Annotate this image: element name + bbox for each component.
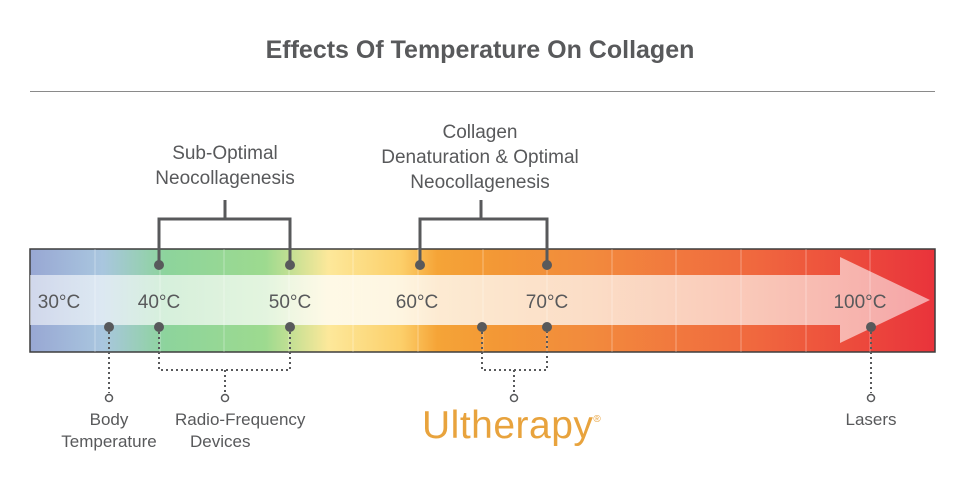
title-divider <box>30 91 935 92</box>
temp-label-100: 100°C <box>833 292 886 313</box>
ulthera-endpoint <box>509 393 519 403</box>
dot-60-top <box>415 260 425 270</box>
temp-label-60: 60°C <box>396 292 438 313</box>
dot-40-top <box>154 260 164 270</box>
dot-40-bottom <box>154 322 164 332</box>
body-line1: Body <box>89 410 129 429</box>
body-line2: Temperature <box>61 432 157 451</box>
rf-line2: Devices <box>190 432 251 451</box>
lasers-label: Lasers <box>845 410 897 429</box>
optimal-line2: Denaturation & Optimal <box>381 147 579 168</box>
temp-label-40: 40°C <box>138 292 180 313</box>
lasers-endpoint <box>866 393 876 403</box>
dot-50-top <box>285 260 295 270</box>
temperature-arrow <box>30 257 930 343</box>
ultherapy-logo: Ultherapy® <box>422 404 601 448</box>
sub-optimal-label: Sub-Optimal Neocollagenesis <box>125 141 325 191</box>
optimal-line3: Neocollagenesis <box>410 172 550 193</box>
temp-label-30: 30°C <box>38 292 80 313</box>
dot-ulthera-right <box>542 322 552 332</box>
optimal-line1: Collagen <box>442 122 518 143</box>
sub-optimal-line2: Neocollagenesis <box>155 168 295 189</box>
body-endpoint <box>104 393 114 403</box>
ultherapy-wordmark: Ultherapy <box>422 404 594 447</box>
rf-endpoint <box>220 393 230 403</box>
dot-50-bottom <box>285 322 295 332</box>
radio-frequency-label: Radio-Frequency Devices <box>175 409 355 453</box>
optimal-bracket <box>418 200 549 264</box>
dot-lasers <box>866 322 876 332</box>
temp-label-70: 70°C <box>526 292 568 313</box>
body-temperature-label: Body Temperature <box>44 409 174 453</box>
diagram-title: Effects Of Temperature On Collagen <box>265 36 695 64</box>
dot-70-top <box>542 260 552 270</box>
registered-mark: ® <box>593 414 602 425</box>
sub-optimal-bracket <box>157 200 292 264</box>
dot-body-temp <box>104 322 114 332</box>
optimal-label: Collagen Denaturation & Optimal Neocolla… <box>350 120 610 195</box>
temp-label-50: 50°C <box>269 292 311 313</box>
dot-ulthera-left <box>477 322 487 332</box>
sub-optimal-line1: Sub-Optimal <box>172 143 278 164</box>
rf-line1: Radio-Frequency <box>175 410 306 429</box>
